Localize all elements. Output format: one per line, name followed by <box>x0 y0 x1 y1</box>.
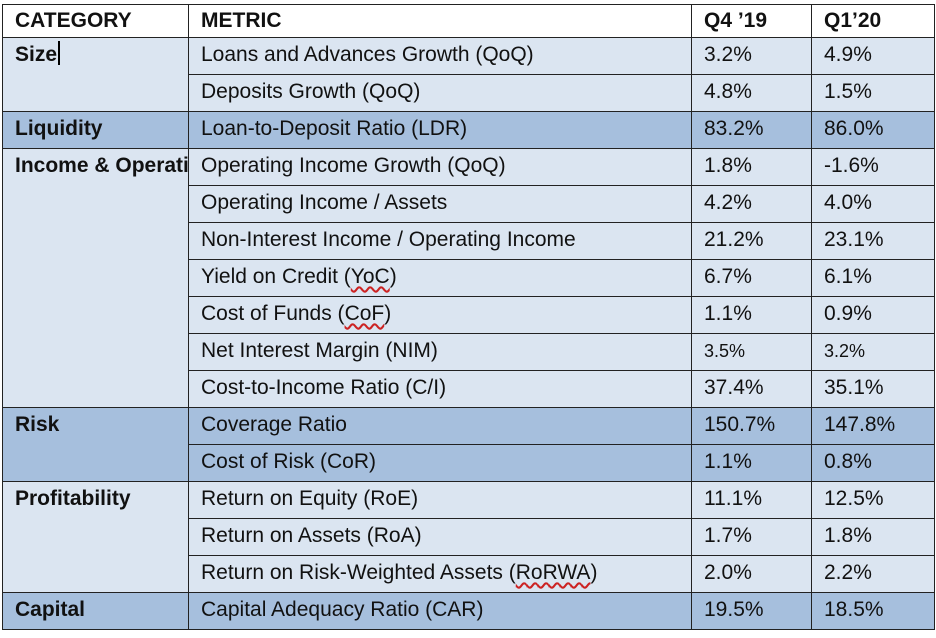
metric-cell[interactable]: Cost-to-Income Ratio (C/I) <box>188 370 692 408</box>
table-row[interactable]: Income & Operating Efficiency Operating … <box>2 148 935 408</box>
table-row[interactable]: Liquidity Loan-to-Deposit Ratio (LDR) 83… <box>2 111 935 149</box>
metric-cell[interactable]: Operating Income / Assets <box>188 185 692 223</box>
category-capital[interactable]: Capital <box>2 592 189 630</box>
q1-value[interactable]: 3.2% <box>811 333 935 371</box>
metric-cell[interactable]: Cost of Risk (CoR) <box>188 444 692 482</box>
header-category: CATEGORY <box>2 4 189 38</box>
metric-cell[interactable]: Deposits Growth (QoQ) <box>188 74 692 112</box>
q1-value[interactable]: 4.0% <box>811 185 935 223</box>
category-profitability[interactable]: Profitability <box>2 481 189 593</box>
q4-value[interactable]: 11.1% <box>691 481 812 519</box>
q1-value[interactable]: 0.8% <box>811 444 935 482</box>
metric-cell[interactable]: Return on Risk-Weighted Assets (RoRWA) <box>188 555 692 593</box>
q4-value[interactable]: 2.0% <box>691 555 812 593</box>
q4-value[interactable]: 150.7% <box>691 407 812 445</box>
q1-value[interactable]: 1.5% <box>811 74 935 112</box>
category-label: Size <box>15 43 58 66</box>
q1-value[interactable]: 12.5% <box>811 481 935 519</box>
q4-value[interactable]: 1.1% <box>691 296 812 334</box>
table-row[interactable]: Cost-to-Income Ratio (C/I) 37.4% 35.1% <box>2 370 935 408</box>
metric-text: Return on Risk-Weighted Assets ( <box>201 561 516 584</box>
text-cursor <box>58 41 60 65</box>
q4-value[interactable]: 19.5% <box>691 592 812 630</box>
metric-text: Yield on Credit ( <box>201 265 351 288</box>
q1-value[interactable]: 35.1% <box>811 370 935 408</box>
q4-value[interactable]: 4.8% <box>691 74 812 112</box>
metric-text: ) <box>590 561 598 584</box>
header-q4-2019: Q4 ’19 <box>691 4 812 38</box>
q1-value[interactable]: 2.2% <box>811 555 935 593</box>
table-row[interactable]: Return on Risk-Weighted Assets (RoRWA) 2… <box>2 555 935 593</box>
metric-cell[interactable]: Yield on Credit (YoC) <box>188 259 692 297</box>
metric-cell[interactable]: Loan-to-Deposit Ratio (LDR) <box>188 111 692 149</box>
q4-value[interactable]: 37.4% <box>691 370 812 408</box>
category-size[interactable]: Size <box>2 37 189 112</box>
q1-value[interactable]: 18.5% <box>811 592 935 630</box>
metric-cell[interactable]: Net Interest Margin (NIM) <box>188 333 692 371</box>
metric-text: ) <box>384 302 392 325</box>
header-q1-2020: Q1’20 <box>811 4 935 38</box>
metric-cell[interactable]: Capital Adequacy Ratio (CAR) <box>188 592 692 630</box>
q4-value[interactable]: 4.2% <box>691 185 812 223</box>
q1-value[interactable]: 0.9% <box>811 296 935 334</box>
header-row: CATEGORY METRIC Q4 ’19 Q1’20 <box>2 4 935 38</box>
metric-cell[interactable]: Cost of Funds (CoF) <box>188 296 692 334</box>
q4-value[interactable]: 1.7% <box>691 518 812 556</box>
q1-value[interactable]: 86.0% <box>811 111 935 149</box>
table-row[interactable]: Capital Capital Adequacy Ratio (CAR) 19.… <box>2 592 935 630</box>
q4-value[interactable]: 1.1% <box>691 444 812 482</box>
q4-value[interactable]: 3.5% <box>691 333 812 371</box>
q1-value[interactable]: -1.6% <box>811 148 935 186</box>
q1-value[interactable]: 4.9% <box>811 37 935 75</box>
metrics-table: CATEGORY METRIC Q4 ’19 Q1’20 Size Loans … <box>2 4 935 630</box>
table-row[interactable]: Profitability Return on Equity (RoE) 11.… <box>2 481 935 593</box>
q4-value[interactable]: 21.2% <box>691 222 812 260</box>
metric-cell[interactable]: Non-Interest Income / Operating Income <box>188 222 692 260</box>
metric-text: ) <box>389 265 397 288</box>
metric-text: Cost of Funds ( <box>201 302 345 325</box>
metric-cell[interactable]: Loans and Advances Growth (QoQ) <box>188 37 692 75</box>
metric-cell[interactable]: Return on Assets (RoA) <box>188 518 692 556</box>
table-row[interactable]: Risk Coverage Ratio 150.7% 147.8% <box>2 407 935 482</box>
q4-value[interactable]: 3.2% <box>691 37 812 75</box>
metric-cell[interactable]: Coverage Ratio <box>188 407 692 445</box>
category-liquidity[interactable]: Liquidity <box>2 111 189 149</box>
q1-value[interactable]: 23.1% <box>811 222 935 260</box>
q4-value[interactable]: 6.7% <box>691 259 812 297</box>
category-income-operating-efficiency[interactable]: Income & Operating Efficiency <box>2 148 189 408</box>
q1-value[interactable]: 1.8% <box>811 518 935 556</box>
spellcheck-flagged-term: RoRWA <box>515 561 591 584</box>
table-row[interactable]: Deposits Growth (QoQ) 4.8% 1.5% <box>2 74 935 112</box>
metric-cell[interactable]: Return on Equity (RoE) <box>188 481 692 519</box>
metric-cell[interactable]: Operating Income Growth (QoQ) <box>188 148 692 186</box>
header-metric: METRIC <box>188 4 692 38</box>
category-risk[interactable]: Risk <box>2 407 189 482</box>
table-row[interactable]: Size Loans and Advances Growth (QoQ) 3.2… <box>2 37 935 112</box>
q4-value[interactable]: 83.2% <box>691 111 812 149</box>
q4-value[interactable]: 1.8% <box>691 148 812 186</box>
q1-value[interactable]: 147.8% <box>811 407 935 445</box>
spellcheck-flagged-term: CoF <box>344 302 385 325</box>
q1-value[interactable]: 6.1% <box>811 259 935 297</box>
spellcheck-flagged-term: YoC <box>350 265 390 288</box>
